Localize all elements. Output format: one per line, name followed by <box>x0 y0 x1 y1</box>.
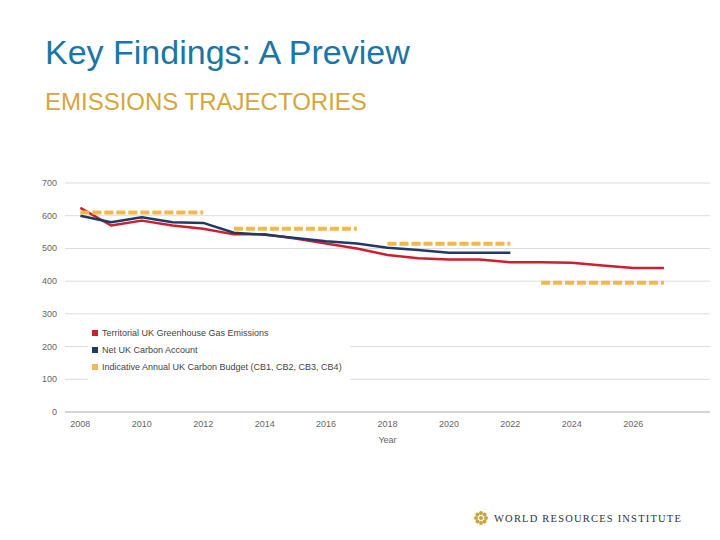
logo-dot <box>475 512 479 516</box>
grid-line <box>65 183 710 184</box>
y-tick-label: 300 <box>42 309 57 319</box>
x-tick-label: 2022 <box>500 419 520 429</box>
x-tick-label: 2026 <box>623 419 643 429</box>
logo-dot <box>479 521 483 525</box>
y-tick-label: 600 <box>42 211 57 221</box>
budget-line <box>541 281 664 285</box>
x-tick-label: 2020 <box>439 419 459 429</box>
subtitle: EMISSIONS TRAJECTORIES <box>45 88 367 115</box>
logo-dot <box>474 516 478 520</box>
budget-line <box>80 210 203 214</box>
x-axis-label: Year <box>378 435 396 445</box>
x-tick-label: 2018 <box>377 419 397 429</box>
grid-line <box>65 412 710 413</box>
x-tick-label: 2008 <box>70 419 90 429</box>
x-tick-label: 2024 <box>562 419 582 429</box>
grid <box>65 183 710 412</box>
y-tick-label: 400 <box>42 276 57 286</box>
logo-text: WORLD RESOURCES INSTITUTE <box>494 513 682 524</box>
logo-dot <box>475 520 479 524</box>
logo-dot <box>484 516 488 520</box>
legend-swatch <box>92 330 98 336</box>
budget-line <box>234 227 357 231</box>
legend-label: Net UK Carbon Account <box>102 345 198 355</box>
series-line <box>80 216 510 253</box>
y-tick-label: 0 <box>52 407 57 417</box>
logo-dot <box>483 520 487 524</box>
legend-bg <box>88 323 350 382</box>
y-tick-label: 200 <box>42 342 57 352</box>
grid-line <box>65 313 710 314</box>
y-tick-label: 700 <box>42 178 57 188</box>
logo-dot <box>479 516 483 520</box>
legend-swatch <box>92 347 98 353</box>
logo: WORLD RESOURCES INSTITUTE <box>474 511 682 525</box>
grid-line <box>65 215 710 216</box>
title: Key Findings: A Preview <box>45 33 410 71</box>
x-tick-label: 2014 <box>255 419 275 429</box>
x-axis-line <box>65 412 710 413</box>
budget-line <box>388 242 511 246</box>
chart: Key Findings: A Preview EMISSIONS TRAJECT… <box>0 0 720 540</box>
lines <box>80 208 664 283</box>
series-line <box>80 208 664 268</box>
x-tick-label: 2016 <box>316 419 336 429</box>
legend-label: Territorial UK Greenhouse Gas Emissions <box>102 328 269 338</box>
x-tick-label: 2010 <box>132 419 152 429</box>
y-tick-label: 100 <box>42 374 57 384</box>
legend: Territorial UK Greenhouse Gas Emissions N… <box>88 323 350 382</box>
legend-swatch <box>92 364 98 370</box>
logo-dot <box>483 512 487 516</box>
y-tick-label: 500 <box>42 243 57 253</box>
logo-dot <box>479 511 483 515</box>
x-tick-label: 2012 <box>193 419 213 429</box>
legend-label: Indicative Annual UK Carbon Budget (CB1,… <box>102 362 342 372</box>
